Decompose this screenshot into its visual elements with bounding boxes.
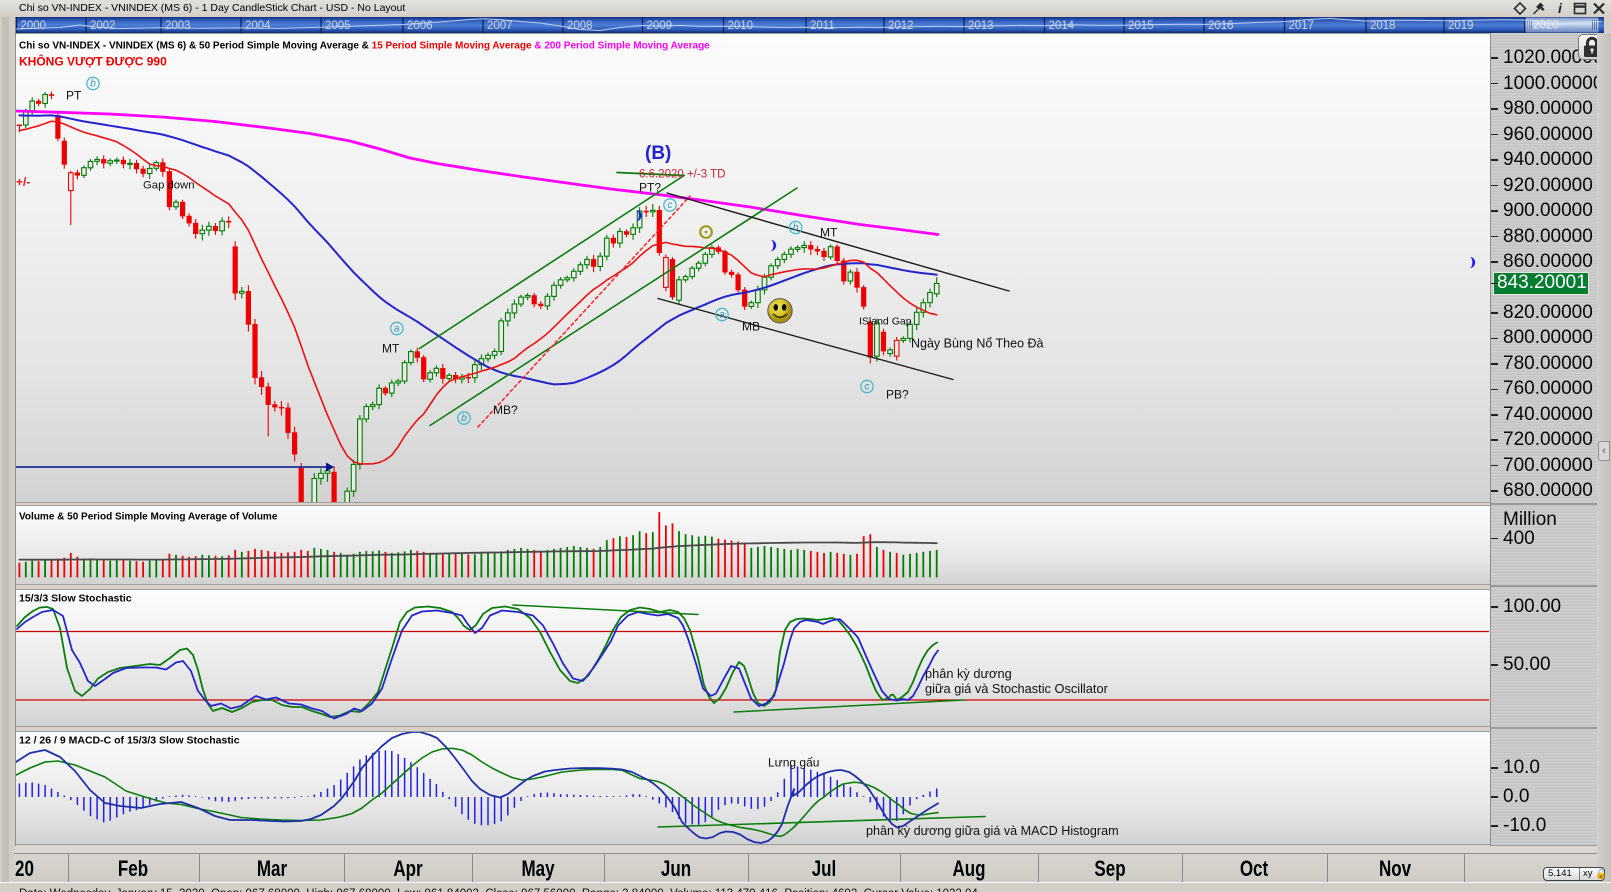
svg-text:MB: MB [742,320,760,334]
svg-text:Chi so VN-INDEX - VNINDEX (MS: Chi so VN-INDEX - VNINDEX (MS 6) & 50 Pe… [19,41,710,52]
svg-text:15/3/3 Slow Stochastic: 15/3/3 Slow Stochastic [19,593,132,605]
svg-text:Lưng gấu: Lưng gấu [768,756,819,770]
svg-text:2018: 2018 [1370,20,1396,32]
svg-text:2011: 2011 [810,20,835,32]
svg-text:2003: 2003 [165,20,191,32]
svg-text:2002: 2002 [90,20,116,32]
svg-text:2016: 2016 [1208,20,1234,32]
svg-text:2020: 2020 [1533,20,1559,32]
svg-text:MB?: MB? [493,403,518,417]
svg-text:12 / 26 / 9 MACD-C of 15/3/3 S: 12 / 26 / 9 MACD-C of 15/3/3 Slow Stocha… [19,735,240,747]
svg-text:Gap down: Gap down [143,180,195,192]
svg-text:c: c [865,382,870,393]
svg-text:phân kỳ dương: phân kỳ dương [925,666,1012,681]
svg-text:phân kỳ dương giữa giá và MACD: phân kỳ dương giữa giá và MACD Histogram [866,824,1119,838]
svg-text:2017: 2017 [1289,20,1315,32]
svg-text:giữa giá và Stochastic Oscilla: giữa giá và Stochastic Oscillator [925,681,1109,696]
svg-text:Volume & 50 Period Simple Movi: Volume & 50 Period Simple Moving Average… [19,512,278,523]
svg-text:2008: 2008 [567,20,593,32]
svg-text:a: a [719,310,725,321]
svg-text:PT: PT [66,89,82,103]
svg-text:(B): (B) [645,143,671,164]
svg-text:2007: 2007 [487,20,513,32]
svg-text:+/-: +/- [16,175,30,189]
svg-text:2000: 2000 [21,20,47,32]
svg-text:2019: 2019 [1448,20,1474,32]
svg-text:2005: 2005 [325,20,351,32]
svg-text:Ngày Bùng Nổ Theo Đà: Ngày Bùng Nổ Theo Đà [911,337,1044,351]
svg-text:KHÔNG VƯỢT ĐƯỢC 990: KHÔNG VƯỢT ĐƯỢC 990 [19,54,167,69]
svg-text:2010: 2010 [728,20,754,32]
svg-text:MT: MT [820,226,838,240]
svg-text:2014: 2014 [1049,20,1075,32]
svg-text:b: b [793,223,799,234]
svg-text:2012: 2012 [888,20,914,32]
svg-text:PT?: PT? [639,181,661,195]
svg-text:2015: 2015 [1128,20,1154,32]
svg-text:2004: 2004 [245,20,271,32]
svg-text:MT: MT [382,342,400,356]
svg-text:PB?: PB? [886,388,909,402]
svg-text:b: b [90,79,96,90]
svg-text:i: i [1558,1,1563,16]
svg-text:ISland Gap: ISland Gap [859,316,912,328]
svg-text:b: b [461,413,467,424]
svg-text:c: c [668,200,673,211]
svg-text:2006: 2006 [407,20,433,32]
svg-text:6.6.2020 +/-3 TD: 6.6.2020 +/-3 TD [639,169,725,181]
svg-text:a: a [394,324,400,335]
